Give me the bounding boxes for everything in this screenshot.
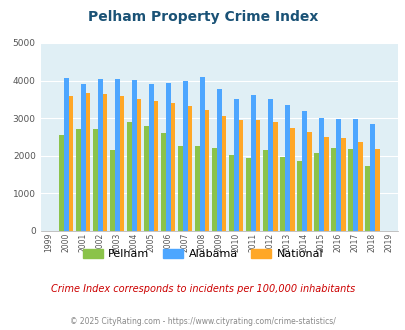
Bar bbox=[127, 122, 132, 231]
Bar bbox=[177, 147, 182, 231]
Bar bbox=[102, 94, 107, 231]
Bar bbox=[330, 148, 335, 231]
Bar bbox=[194, 147, 199, 231]
Bar bbox=[85, 93, 90, 231]
Bar bbox=[228, 155, 233, 231]
Bar bbox=[98, 80, 102, 231]
Bar bbox=[160, 133, 165, 231]
Bar bbox=[187, 106, 192, 231]
Bar bbox=[347, 149, 352, 231]
Bar bbox=[165, 83, 170, 231]
Legend: Pelham, Alabama, National: Pelham, Alabama, National bbox=[80, 247, 325, 261]
Bar bbox=[262, 150, 267, 231]
Bar bbox=[148, 84, 153, 231]
Bar bbox=[340, 138, 345, 231]
Bar bbox=[233, 99, 238, 231]
Bar bbox=[364, 166, 369, 231]
Bar bbox=[93, 129, 98, 231]
Bar bbox=[144, 126, 148, 231]
Bar bbox=[306, 132, 311, 231]
Bar bbox=[153, 101, 158, 231]
Bar bbox=[284, 105, 289, 231]
Bar bbox=[136, 99, 141, 231]
Bar bbox=[68, 96, 73, 231]
Bar bbox=[64, 78, 68, 231]
Bar bbox=[272, 122, 277, 231]
Bar bbox=[216, 89, 221, 231]
Bar bbox=[238, 120, 243, 231]
Bar bbox=[352, 119, 357, 231]
Bar bbox=[110, 150, 115, 231]
Bar bbox=[76, 129, 81, 231]
Bar bbox=[296, 161, 301, 231]
Text: Crime Index corresponds to incidents per 100,000 inhabitants: Crime Index corresponds to incidents per… bbox=[51, 284, 354, 294]
Bar bbox=[374, 148, 379, 231]
Bar bbox=[245, 158, 250, 231]
Text: Pelham Property Crime Index: Pelham Property Crime Index bbox=[87, 10, 318, 24]
Bar bbox=[221, 116, 226, 231]
Bar bbox=[211, 148, 216, 231]
Bar bbox=[119, 96, 124, 231]
Bar bbox=[357, 142, 362, 231]
Bar bbox=[250, 95, 255, 231]
Bar bbox=[115, 79, 119, 231]
Bar bbox=[369, 124, 374, 231]
Bar bbox=[170, 103, 175, 231]
Bar bbox=[289, 128, 294, 231]
Bar bbox=[313, 153, 318, 231]
Bar bbox=[182, 81, 187, 231]
Bar bbox=[132, 80, 136, 231]
Text: © 2025 CityRating.com - https://www.cityrating.com/crime-statistics/: © 2025 CityRating.com - https://www.city… bbox=[70, 317, 335, 326]
Bar bbox=[255, 120, 260, 231]
Bar bbox=[323, 137, 328, 231]
Bar bbox=[204, 110, 209, 231]
Bar bbox=[335, 119, 340, 231]
Bar bbox=[318, 118, 323, 231]
Bar bbox=[81, 84, 85, 231]
Bar bbox=[199, 77, 204, 231]
Bar bbox=[301, 111, 306, 231]
Bar bbox=[279, 156, 284, 231]
Bar bbox=[267, 99, 272, 231]
Bar bbox=[59, 135, 64, 231]
